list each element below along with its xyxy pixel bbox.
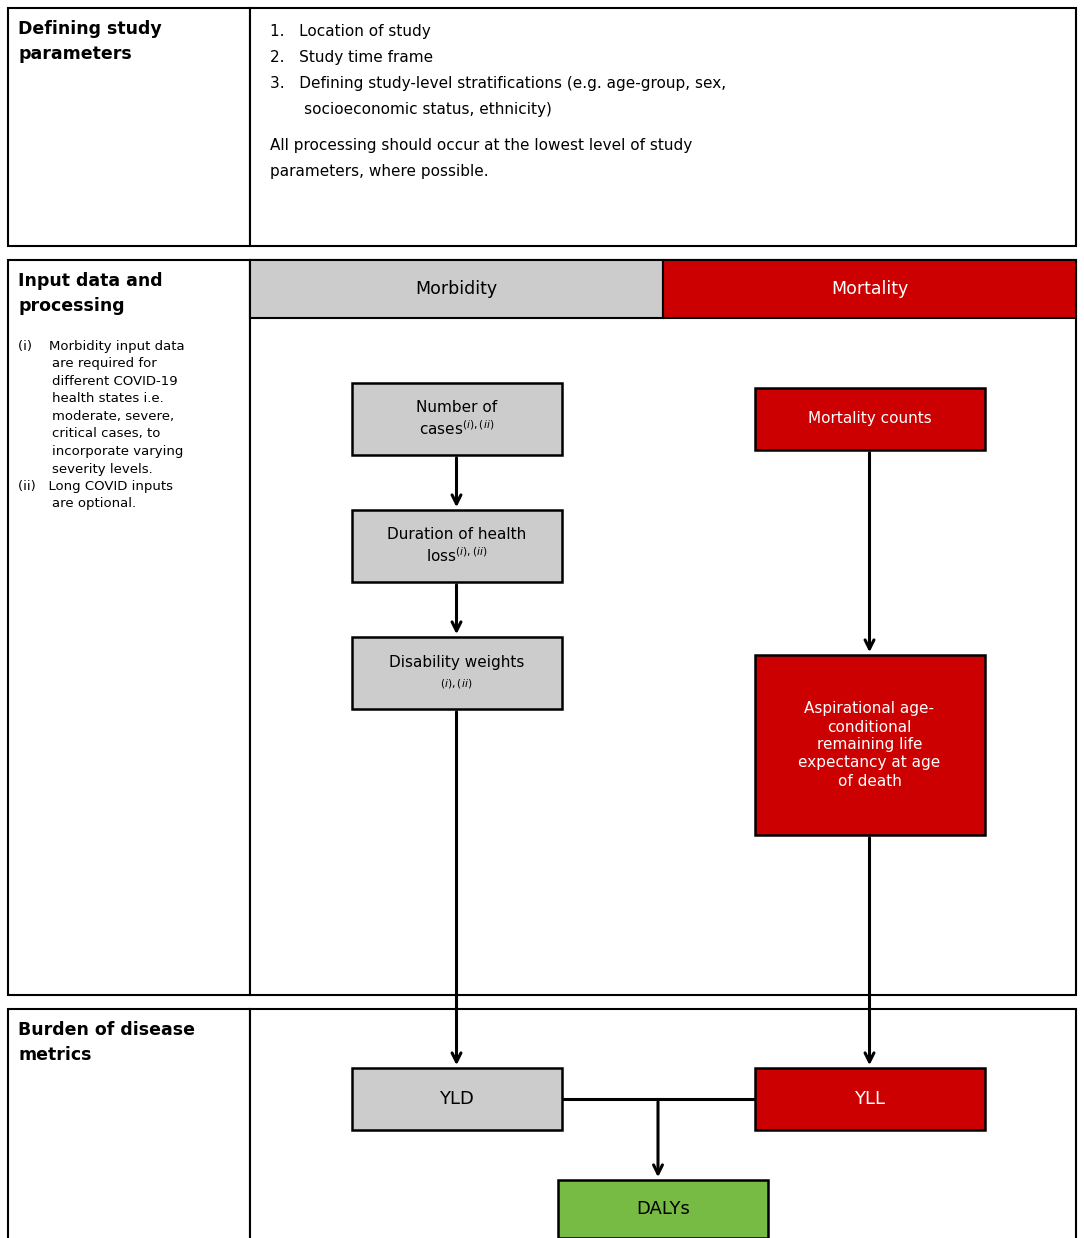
Bar <box>351 383 562 456</box>
Text: 2.   Study time frame: 2. Study time frame <box>270 50 434 66</box>
Bar <box>351 1068 562 1130</box>
Text: Mortality: Mortality <box>830 280 908 298</box>
Bar <box>250 260 663 318</box>
Bar <box>754 655 984 834</box>
Text: 3.   Defining study-level stratifications (e.g. age-group, sex,: 3. Defining study-level stratifications … <box>270 76 726 92</box>
Bar <box>754 1068 984 1130</box>
Text: All processing should occur at the lowest level of study: All processing should occur at the lowes… <box>270 137 693 154</box>
Text: YLL: YLL <box>854 1089 885 1108</box>
Text: Defining study
parameters: Defining study parameters <box>18 20 162 63</box>
Bar <box>250 260 1076 995</box>
Text: Morbidity: Morbidity <box>415 280 498 298</box>
Bar <box>351 638 562 709</box>
Text: Duration of health
loss$^{(i),(ii)}$: Duration of health loss$^{(i),(ii)}$ <box>387 527 526 565</box>
Text: Burden of disease
metrics: Burden of disease metrics <box>18 1021 195 1063</box>
Text: socioeconomic status, ethnicity): socioeconomic status, ethnicity) <box>270 102 552 118</box>
Bar <box>8 1009 250 1238</box>
Text: Number of
cases$^{(i),(ii)}$: Number of cases$^{(i),(ii)}$ <box>416 400 498 438</box>
Bar <box>351 510 562 582</box>
Bar <box>250 7 1076 246</box>
Bar <box>8 260 250 995</box>
Bar <box>250 1009 1076 1238</box>
Bar <box>663 260 1076 318</box>
Text: DALYs: DALYs <box>636 1200 689 1218</box>
Bar <box>558 1180 767 1238</box>
Bar <box>754 387 984 449</box>
Bar <box>8 7 250 246</box>
Text: (i)    Morbidity input data
        are required for
        different COVID-19
: (i) Morbidity input data are required fo… <box>18 340 184 510</box>
Text: parameters, where possible.: parameters, where possible. <box>270 163 489 180</box>
Text: Input data and
processing: Input data and processing <box>18 272 163 314</box>
Text: Aspirational age-
conditional
remaining life
expectancy at age
of death: Aspirational age- conditional remaining … <box>799 702 941 789</box>
Text: YLD: YLD <box>439 1089 474 1108</box>
Text: Disability weights
$_{(i),(ii)}$: Disability weights $_{(i),(ii)}$ <box>389 655 525 691</box>
Text: 1.   Location of study: 1. Location of study <box>270 24 430 40</box>
Text: Mortality counts: Mortality counts <box>808 411 931 427</box>
